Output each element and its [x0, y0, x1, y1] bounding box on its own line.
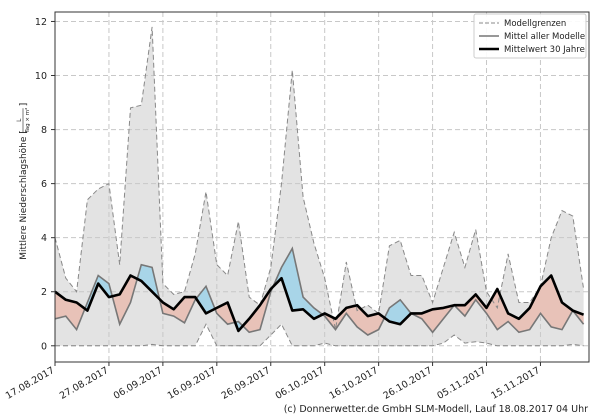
y-tick-label: 2 [41, 287, 47, 298]
y-label-bracket: ] [19, 103, 29, 107]
y-unit-numerator: L [16, 118, 23, 122]
y-unit-denominator: Tag × m² [24, 108, 31, 134]
copyright-footer: (c) Donnerwetter.de GmbH SLM-Modell, Lau… [283, 404, 588, 415]
x-tick-label: 17.08.2017 [4, 365, 57, 402]
x-tick-label: 05.11.2017 [435, 365, 488, 402]
x-tick-label: 26.10.2017 [381, 365, 434, 402]
x-tick-label: 27.08.2017 [58, 365, 111, 402]
legend-label: Mittel aller Modelle [504, 32, 585, 42]
legend: Modellgrenzen Mittel aller Modelle Mittelw… [473, 13, 587, 59]
x-tick-label: 15.11.2017 [489, 365, 542, 402]
y-tick-label: 4 [41, 233, 47, 244]
x-tick-label: 16.09.2017 [166, 365, 219, 402]
y-label-text: Mittlere Niederschlagshöhe [ [19, 130, 29, 260]
x-tick-label: 06.09.2017 [112, 365, 165, 402]
x-tick-label: 16.10.2017 [328, 365, 381, 402]
y-tick-label: 12 [35, 17, 47, 28]
legend-box [473, 13, 587, 59]
plot-area [55, 12, 589, 362]
y-tick-label: 10 [35, 71, 47, 82]
y-tick-label: 8 [41, 125, 47, 136]
lower-bound-line [55, 323, 584, 347]
climate-mean-line [55, 274, 585, 333]
model-range-fill [55, 26, 584, 346]
legend-label: Mittelwert 30 Jahre [504, 45, 585, 55]
y-tick-label: 6 [41, 179, 47, 190]
x-tick-label: 06.10.2017 [274, 365, 327, 402]
y-axis-label: Mittlere Niederschlagshöhe [ L Tag × m²] [16, 103, 31, 260]
y-tick-label: 0 [41, 341, 47, 352]
axes-frame [54, 11, 590, 363]
upper-bound-line [55, 26, 585, 330]
legend-label: Modellgrenzen [504, 19, 566, 29]
x-tick-label: 26.09.2017 [220, 365, 273, 402]
model-mean-line [55, 246, 585, 336]
